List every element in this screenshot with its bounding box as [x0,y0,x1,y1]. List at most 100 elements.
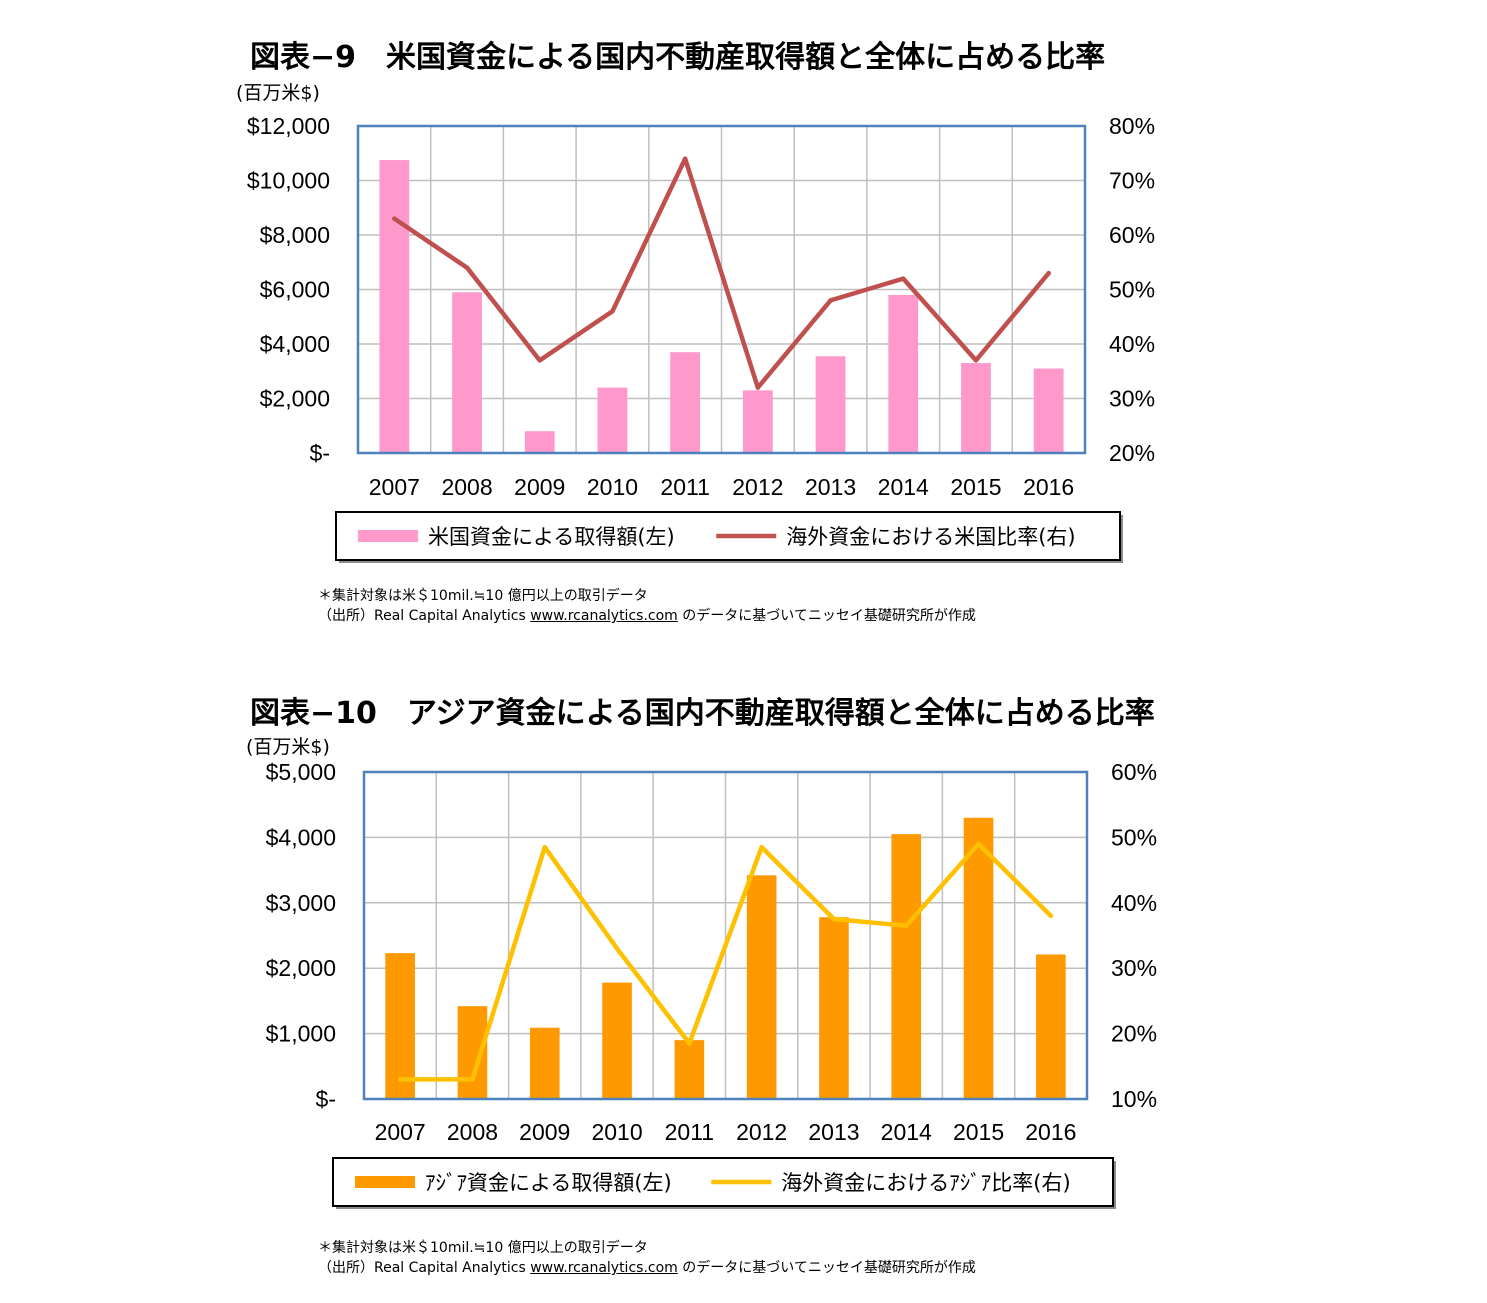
line-point [976,841,981,847]
line-point [831,916,837,922]
bar [674,1040,705,1099]
x-axis-ticks: 2007 2008 2009 2010 2011 2012 2013 2014 2015 2016 [375,1119,1077,1145]
footnote-source-prefix: （出所）Real Capital Analytics [318,1260,531,1276]
line-point [904,923,909,928]
bar [597,387,628,453]
line-points [397,841,1054,1082]
left-axis-tick-label: $4,000 [260,331,330,357]
right-axis-tick-label: 40% [1111,890,1157,916]
bar [1033,368,1064,453]
x-axis-tick-label: 2014 [878,474,929,500]
right-axis-tick-label: 10% [1111,1086,1157,1112]
x-axis-tick-label: 2012 [732,474,783,500]
footnote-source: （出所）Real Capital Analytics www.rcanalyti… [318,1258,976,1278]
line-point [1046,270,1051,276]
line-point [464,265,470,270]
right-axis-tick-label: 60% [1109,222,1155,248]
left-axis-ticks: $- $1,000 $2,000 $3,000 $4,000 $5,000 [266,759,336,1112]
footnote-source-prefix: （出所）Real Capital Analytics [318,608,531,624]
bar [963,817,994,1099]
footnote-scope: ＊集計対象は米＄10mil.≒10 億円以上の取引データ [318,588,648,604]
left-axis-tick-label: $2,000 [266,955,336,981]
legend-bar-swatch [358,530,418,542]
line-point [537,358,542,363]
plot-area-border [362,770,1089,1101]
x-axis-tick-label: 2011 [660,474,709,500]
line-point [759,845,764,850]
left-axis-tick-label: $- [310,440,330,466]
right-axis-tick-label: 20% [1111,1021,1157,1047]
bar [961,363,991,453]
x-axis-tick-label: 2010 [591,1119,642,1145]
bar [379,160,410,453]
right-axis-tick-label: 80% [1109,113,1155,139]
x-axis-tick-label: 2014 [881,1119,932,1145]
line-point [973,358,979,363]
legend: ｱｼﾞｱ資金による取得額(左) 海外資金におけるｱｼﾞｱ比率(右) [332,1157,1116,1209]
bar [524,431,555,453]
source-link[interactable]: www.rcanalytics.com [530,608,678,624]
line-point [397,1077,403,1082]
line-point [1048,913,1054,919]
bar [602,982,632,1099]
left-axis-tick-label: $6,000 [260,277,330,303]
left-axis-unit: (百万米$) [246,736,330,758]
bar [891,834,922,1099]
left-axis-tick-label: $- [316,1086,336,1112]
x-axis-tick-label: 2008 [441,474,492,500]
chart-plot: $- $1,000 $2,000 $3,000 $4,000 $5,000 10% 20% 30… [266,759,1157,1209]
chart-plot: $- $2,000 $4,000 $6,000 $8,000 $10,000 $12,000… [247,113,1155,563]
left-axis-tick-label: $5,000 [266,759,336,785]
bar [670,352,701,453]
line-point [682,156,688,161]
footnote-scope: ＊集計対象は米＄10mil.≒10 億円以上の取引データ [318,1240,648,1256]
line-point [755,385,761,390]
x-axis-tick-label: 2011 [665,1119,714,1145]
x-axis-ticks: 2007 2008 2009 2010 2011 2012 2013 2014 2015 2016 [369,474,1074,500]
x-axis-tick-label: 2009 [519,1119,570,1145]
legend-line-label: 海外資金における米国比率(右) [786,525,1075,549]
x-axis-tick-label: 2009 [514,474,565,500]
bar [742,390,773,453]
legend-bar-label: ｱｼﾞｱ資金による取得額(左) [425,1171,672,1195]
line-point [610,309,615,314]
line-point [542,845,547,850]
left-axis-tick-label: $8,000 [260,222,330,248]
legend-bar-label: 米国資金による取得額(左) [428,525,675,549]
legend-bar-swatch [355,1176,415,1188]
x-axis-tick-label: 2007 [375,1119,426,1145]
x-axis-tick-label: 2008 [447,1119,498,1145]
right-axis-tick-label: 70% [1109,168,1155,194]
x-axis-tick-label: 2016 [1025,1119,1076,1145]
chart-figure-9: 図表−9 米国資金による国内不動産取得額と全体に占める比率 (百万米$) $- $… [0,0,1487,640]
chart-figure-10: 図表−10 アジア資金による国内不動産取得額と全体に占める比率 (百万米$) $… [0,650,1487,1300]
bar [746,875,777,1099]
line-point [392,216,397,221]
left-axis-tick-label: $4,000 [266,824,336,850]
plot-area-border [356,124,1087,455]
left-axis-tick-label: $1,000 [266,1021,336,1047]
left-axis-tick-label: $12,000 [247,113,330,139]
line-point [470,1077,475,1082]
legend: 米国資金による取得額(左) 海外資金における米国比率(右) [335,511,1123,563]
x-axis-tick-label: 2015 [950,474,1001,500]
left-axis-tick-label: $10,000 [247,168,330,194]
footnote-source-suffix: のデータに基づいてニッセイ基礎研究所が作成 [677,1260,976,1276]
bar [529,1027,560,1099]
right-axis-ticks: 10% 20% 30% 40% 50% 60% [1111,759,1157,1112]
line-points [392,156,1051,390]
left-axis-tick-label: $2,000 [260,386,330,412]
bar-series [385,817,1066,1099]
footnote-source-suffix: のデータに基づいてニッセイ基礎研究所が作成 [677,608,976,624]
x-axis-tick-label: 2015 [953,1119,1004,1145]
bar [452,292,482,453]
right-axis-tick-label: 30% [1109,386,1155,412]
bar [385,953,415,1099]
footnote: ＊集計対象は米＄10mil.≒10 億円以上の取引データ （出所）Real Ca… [318,1238,976,1278]
x-axis-tick-label: 2013 [805,474,856,500]
legend-line-label: 海外資金におけるｱｼﾞｱ比率(右) [781,1171,1070,1195]
bar [1036,954,1066,1099]
bar [815,356,846,453]
source-link[interactable]: www.rcanalytics.com [530,1260,678,1276]
line-point [901,276,906,281]
